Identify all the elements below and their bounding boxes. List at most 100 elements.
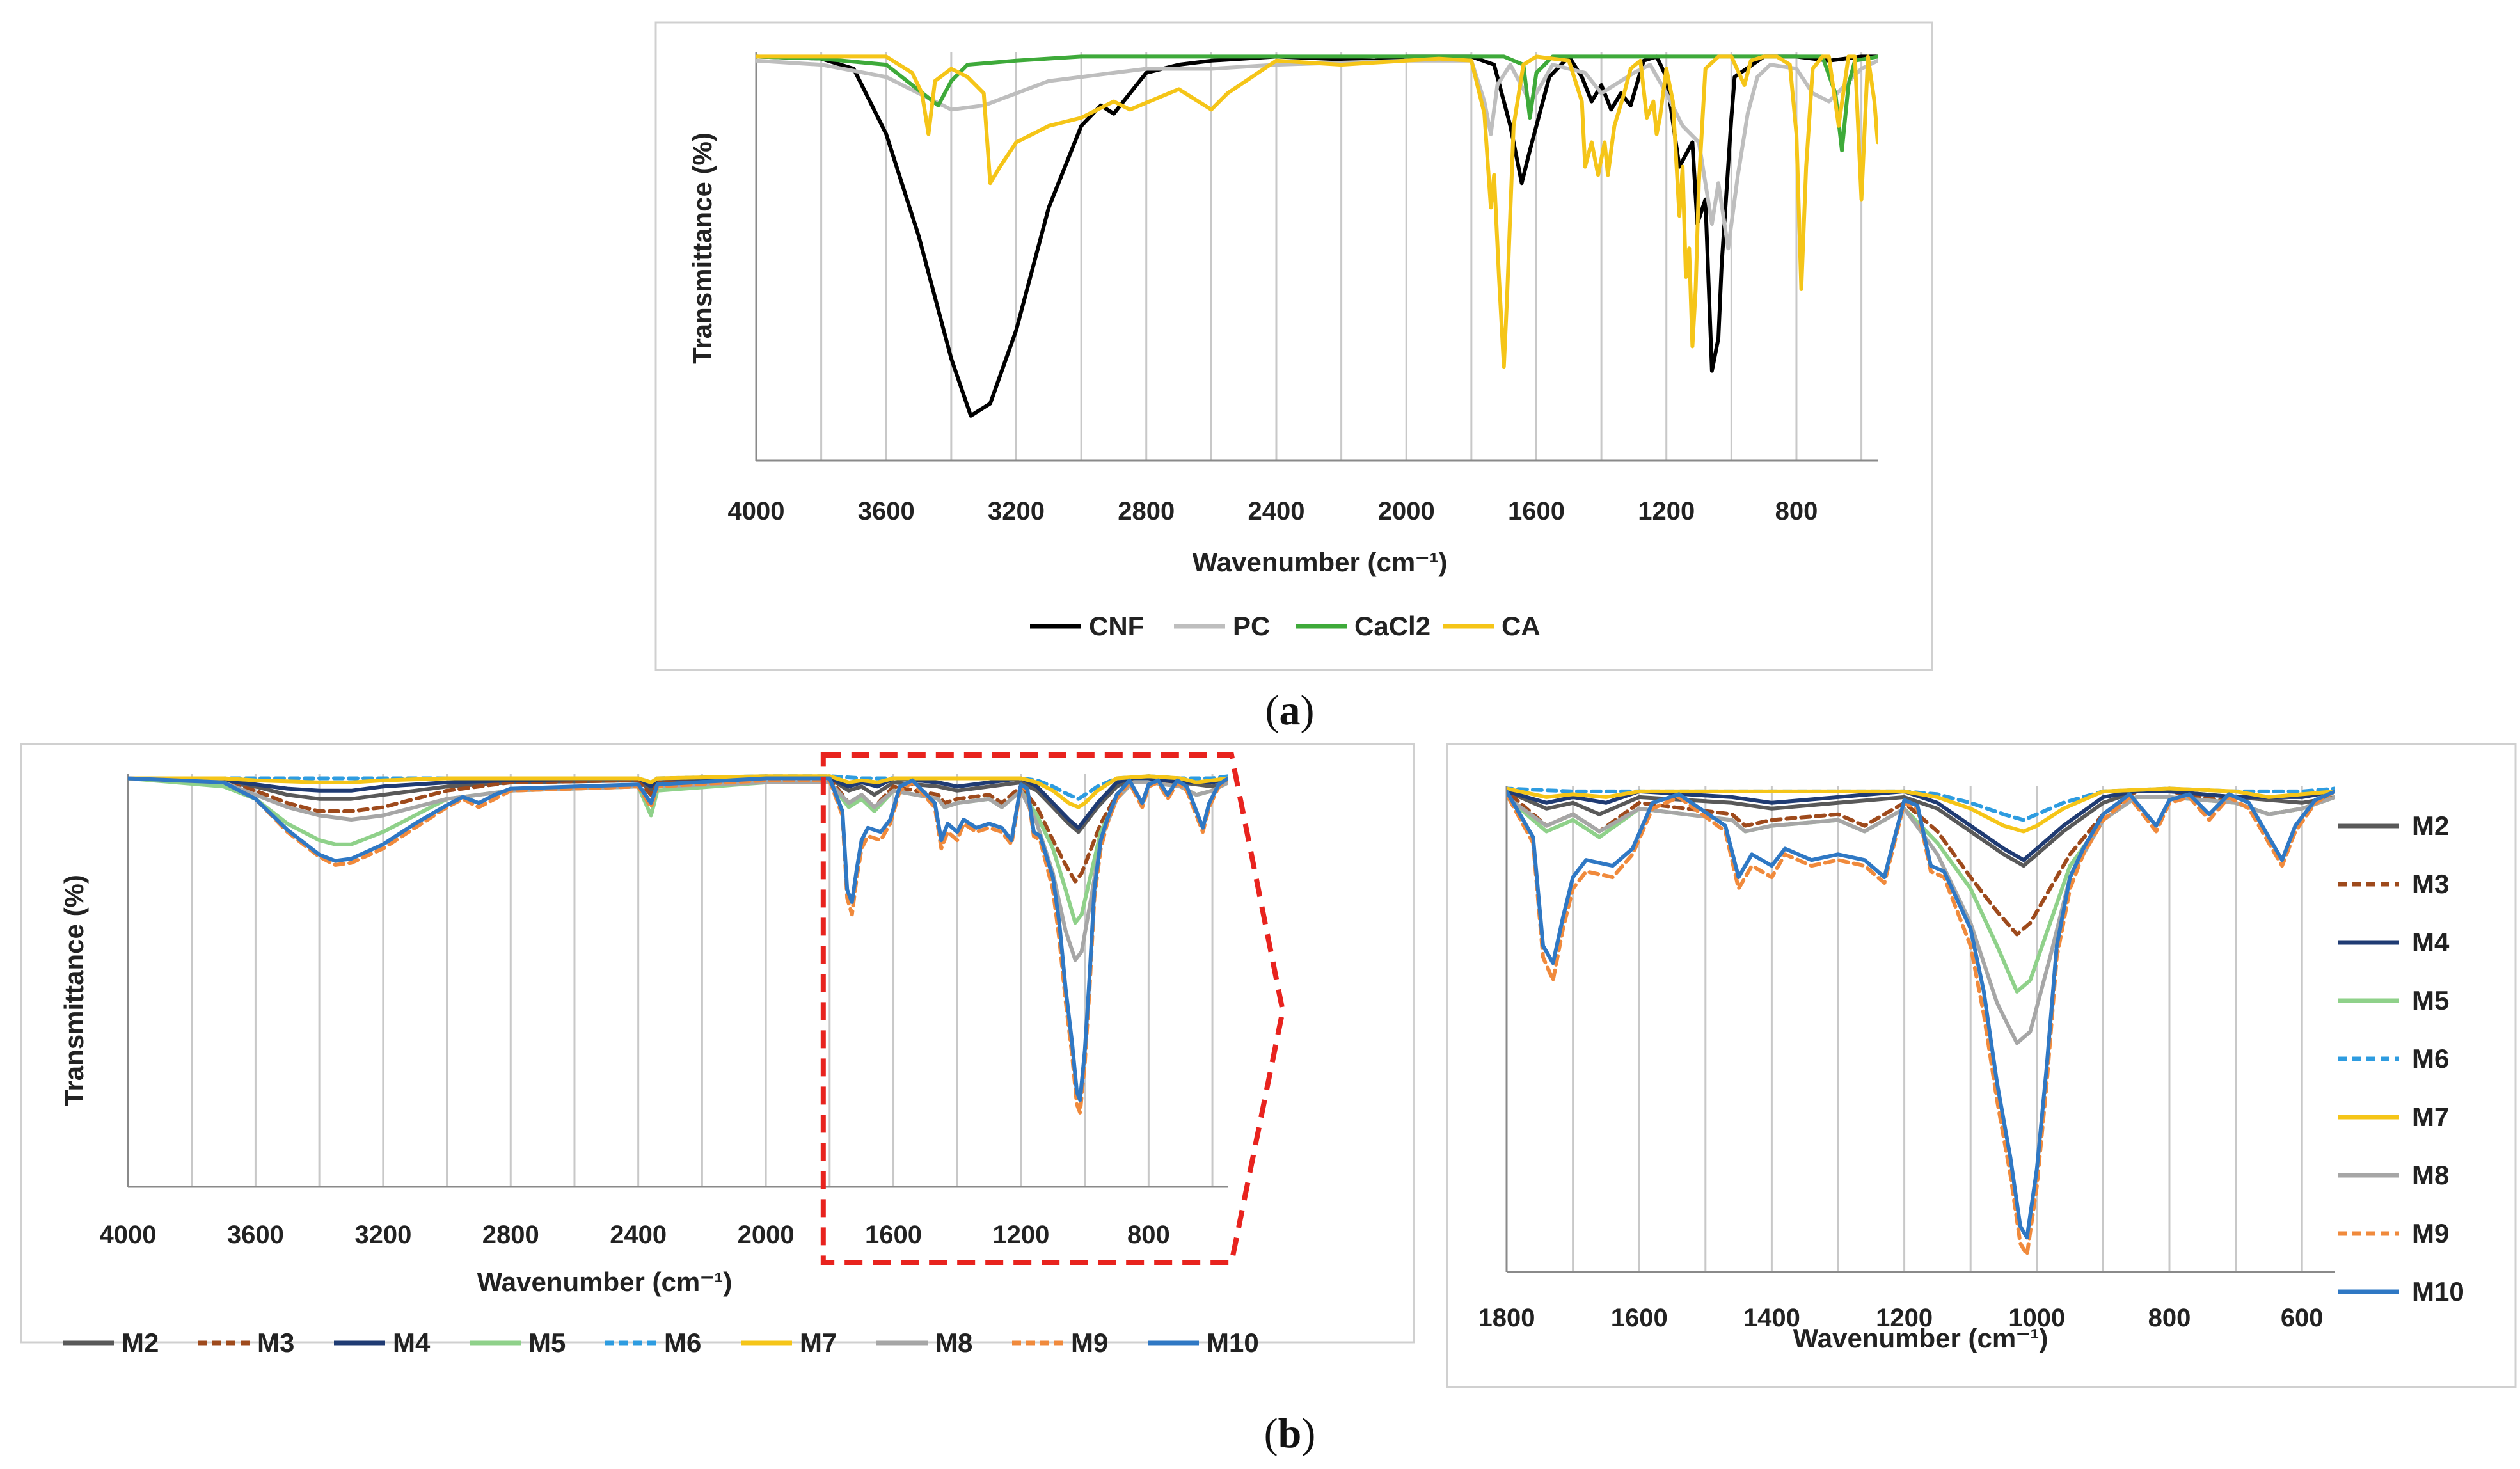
legend-label-m6: M6	[664, 1328, 701, 1358]
series-group	[128, 774, 1228, 1115]
series-line-cnf	[756, 54, 1878, 418]
xtick-label-2400: 2400	[1248, 497, 1304, 525]
panel-b-full-ylabel: Transmittance (%)	[59, 875, 89, 1106]
series-line-m7	[1507, 786, 2335, 834]
panel-b-zoom-axes	[1505, 786, 2335, 1273]
panel-a-ylabel: Transmittance (%)	[687, 132, 717, 364]
legend-label-m4: M4	[2412, 927, 2450, 957]
series-group	[756, 54, 1878, 418]
xtick-label-800: 800	[2148, 1304, 2191, 1332]
xtick-label-1200: 1200	[1638, 497, 1695, 525]
panel-a-gridlines	[820, 52, 1863, 461]
panel-a-frame	[654, 21, 1933, 671]
xtick-label-800: 800	[1775, 497, 1818, 525]
legend-item-m5: M5	[470, 1328, 566, 1358]
legend-label-m6: M6	[2412, 1044, 2449, 1074]
panel-b-zoom: 1800 1600 1400 1200 1000 800 600 Wavenumber (c…	[1446, 743, 2517, 1388]
panel-a-axes	[755, 52, 1878, 462]
legend-label-m10: M10	[1207, 1328, 1259, 1358]
legend-item-m6: M6	[2338, 1044, 2449, 1074]
panel-b-full-xticks: 4000 3600 3200 2800 2400 2000 1600 1200 800	[100, 1221, 1170, 1249]
panel-b-full-gridlines	[191, 774, 1214, 1187]
xtick-label-1000: 1000	[2008, 1304, 2065, 1332]
panel-b-full-frame	[20, 743, 1415, 1344]
xtick-label-2400: 2400	[610, 1221, 667, 1249]
legend-item-m2: M2	[2338, 811, 2449, 841]
legend-label-m7: M7	[2412, 1102, 2449, 1132]
legend-label-pc: PC	[1233, 611, 1270, 641]
panel-b-zoom-xticks: 1800 1600 1400 1200 1000 800 600	[1478, 1304, 2324, 1332]
series-line-m4	[1507, 789, 2335, 862]
xtick-label-2000: 2000	[738, 1221, 795, 1249]
panel-a-xlabel: Wavenumber (cm⁻¹)	[1193, 547, 1448, 577]
panel-b-full-xlabel: Wavenumber (cm⁻¹)	[477, 1267, 733, 1297]
panel-a-xticks: 4000 3600 3200 2800 2400 2000 1600 1200 800	[728, 497, 1818, 525]
panel-a-legend: CNF PC CaCl2 CA	[1030, 611, 1541, 641]
legend-label-m9: M9	[2412, 1218, 2449, 1248]
panel-b-zoom-series	[1507, 786, 2335, 1257]
legend-item-ca: CA	[1443, 611, 1541, 641]
caption-b: (b)	[1264, 1410, 1316, 1457]
xtick-label-4000: 4000	[728, 497, 785, 525]
legend-label-m3: M3	[257, 1328, 294, 1358]
xtick-label-3600: 3600	[227, 1221, 284, 1249]
panel-a: 4000 3600 3200 2800 2400 2000 1600 1200 800 Tran…	[654, 21, 1933, 671]
series-line-m2	[1507, 789, 2335, 868]
series-line-ca	[756, 54, 1878, 369]
legend-label-m9: M9	[1071, 1328, 1108, 1358]
xtick-label-3600: 3600	[858, 497, 915, 525]
panel-b-zoom-xlabel: Wavenumber (cm⁻¹)	[1793, 1323, 2048, 1353]
legend-item-m4: M4	[2338, 927, 2450, 957]
legend-item-m8: M8	[2338, 1160, 2449, 1190]
series-line-m10	[1507, 789, 2335, 1240]
legend-label-m4: M4	[393, 1328, 431, 1358]
legend-item-cacl2: CaCl2	[1296, 611, 1430, 641]
legend-item-m4: M4	[334, 1328, 431, 1358]
series-line-cacl2	[756, 54, 1878, 153]
caption-a: (a)	[1265, 687, 1315, 734]
series-line-pc	[756, 58, 1878, 251]
xtick-label-1200: 1200	[992, 1221, 1049, 1249]
xtick-label-1600: 1600	[865, 1221, 922, 1249]
xtick-label-3200: 3200	[988, 497, 1045, 525]
panel-b-zoom-gridlines	[1572, 786, 2303, 1272]
legend-item-m9: M9	[1012, 1328, 1108, 1358]
legend-label-m8: M8	[935, 1328, 972, 1358]
panel-a-series	[756, 54, 1878, 418]
legend-label-cnf: CNF	[1089, 611, 1144, 641]
legend-item-m5: M5	[2338, 985, 2449, 1015]
panel-b-zoom-legend: M2 M3 M4 M5 M6 M7 M8 M9 M10	[2338, 811, 2464, 1306]
legend-label-cacl2: CaCl2	[1354, 611, 1430, 641]
legend-item-m6: M6	[605, 1328, 701, 1358]
xtick-label-3200: 3200	[354, 1221, 411, 1249]
legend-item-m7: M7	[2338, 1102, 2449, 1132]
xtick-label-2800: 2800	[482, 1221, 539, 1249]
series-line-m4	[128, 776, 1228, 830]
legend-label-m3: M3	[2412, 869, 2449, 899]
xtick-label-1400: 1400	[1743, 1304, 1800, 1332]
series-line-m7	[128, 774, 1228, 809]
legend-item-m9: M9	[2338, 1218, 2449, 1248]
xtick-label-800: 800	[1127, 1221, 1170, 1249]
xtick-label-2000: 2000	[1378, 497, 1435, 525]
series-line-m2	[128, 776, 1228, 834]
legend-label-m7: M7	[800, 1328, 837, 1358]
legend-item-pc: PC	[1174, 611, 1270, 641]
legend-item-m10: M10	[2338, 1276, 2464, 1306]
series-line-m10	[128, 776, 1228, 1102]
legend-item-m3: M3	[2338, 869, 2449, 899]
panel-b-full-series	[128, 774, 1228, 1115]
xtick-label-600: 600	[2281, 1304, 2324, 1332]
panel-b-full: 4000 3600 3200 2800 2400 2000 1600 1200 800 Tran…	[20, 743, 1415, 1358]
legend-label-m5: M5	[528, 1328, 566, 1358]
legend-item-m10: M10	[1148, 1328, 1259, 1358]
legend-item-m7: M7	[741, 1328, 837, 1358]
panel-b-full-axes	[127, 774, 1228, 1188]
series-group	[1507, 786, 2335, 1257]
xtick-label-4000: 4000	[100, 1221, 157, 1249]
legend-label-m8: M8	[2412, 1160, 2449, 1190]
xtick-label-1200: 1200	[1876, 1304, 1933, 1332]
legend-item-m3: M3	[198, 1328, 294, 1358]
xtick-label-1800: 1800	[1478, 1304, 1535, 1332]
